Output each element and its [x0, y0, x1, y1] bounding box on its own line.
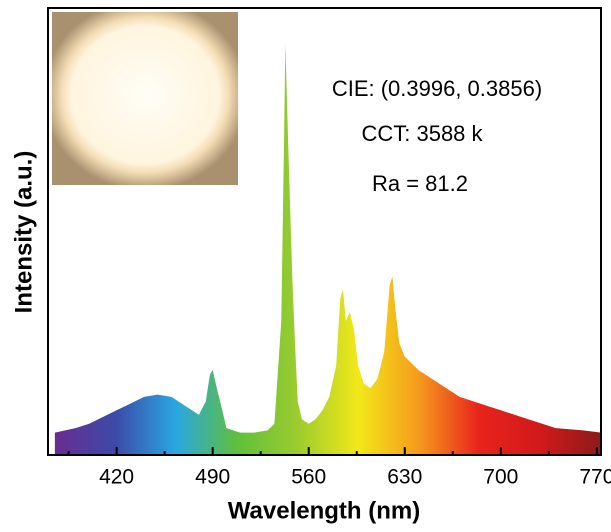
x-tick-label: 630: [387, 466, 422, 489]
annotation: CIE: (0.3996, 0.3856): [332, 76, 542, 101]
chart: CIE: (0.3996, 0.3856) CCT: 3588 k Ra = 8…: [0, 0, 611, 527]
inset-photo: [52, 12, 238, 185]
annotation: Ra = 81.2: [372, 171, 468, 196]
x-axis-label: Wavelength (nm): [228, 497, 420, 524]
y-axis-label: Intensity (a.u.): [10, 151, 37, 314]
x-tick-label: 770: [579, 466, 611, 489]
x-tick-label: 700: [483, 466, 518, 489]
annotation: CCT: 3588 k: [361, 121, 483, 146]
x-tick-label: 420: [99, 466, 134, 489]
x-tick-label: 490: [195, 466, 230, 489]
x-tick-label: 560: [291, 466, 326, 489]
